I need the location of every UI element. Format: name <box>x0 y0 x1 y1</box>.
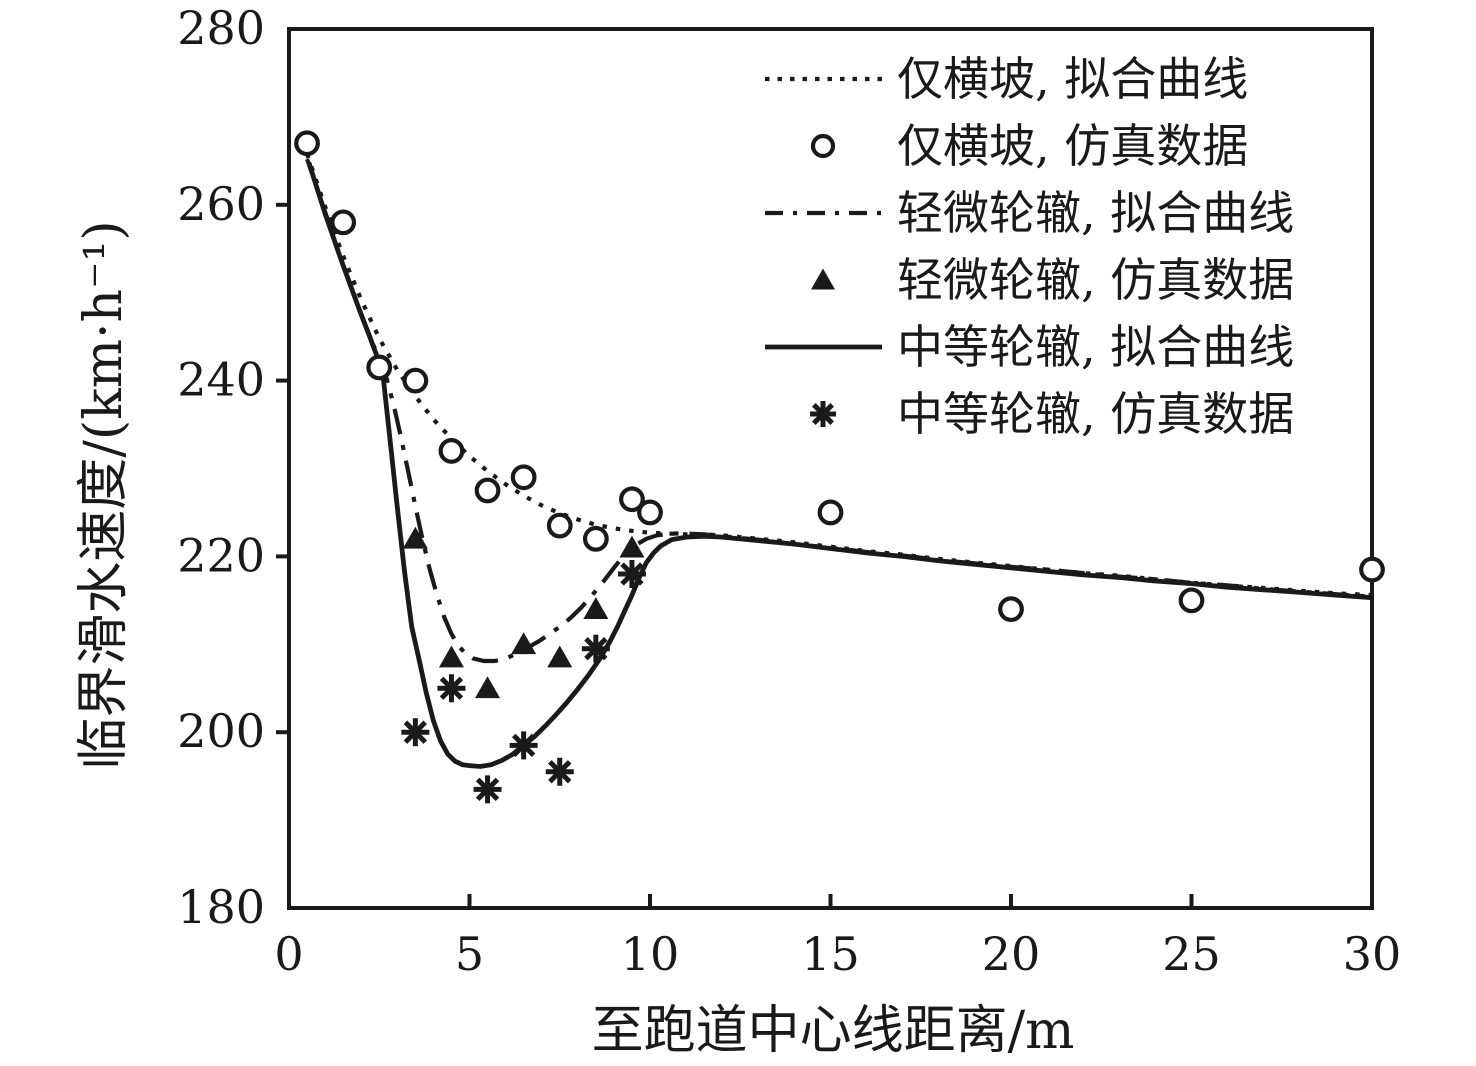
curves-layer <box>305 153 1373 769</box>
x-tick-label: 0 <box>274 927 303 981</box>
circle-marker-icon <box>402 367 429 394</box>
legend-label: 中等轮辙, 拟合曲线 <box>897 320 1294 374</box>
axes-layer <box>276 202 1194 908</box>
triangle-marker-icon <box>511 632 537 655</box>
x-tick-label: 25 <box>1162 927 1221 981</box>
legend-entry-cross-slope-fit: 仅横坡, 拟合曲线 <box>765 52 1248 106</box>
y-tick-label: 280 <box>177 1 265 55</box>
circle-marker-icon <box>438 438 465 464</box>
circle-marker-icon <box>1359 556 1385 583</box>
y-axis-label: 临界滑水速度/(km·h⁻¹) <box>74 220 134 769</box>
legend-label: 轻微轮辙, 拟合曲线 <box>897 186 1294 240</box>
x-tick-label: 20 <box>982 927 1041 981</box>
legend-entry-light-rut-sim: 轻微轮辙, 仿真数据 <box>811 253 1294 307</box>
y-tick-label: 260 <box>177 177 265 231</box>
asterisk-marker-icon <box>473 775 502 804</box>
circle-marker-icon <box>366 354 393 381</box>
circle-marker-icon <box>1178 587 1205 614</box>
legend-entry-light-rut-fit: 轻微轮辙, 拟合曲线 <box>765 186 1294 240</box>
x-tick-label: 10 <box>621 927 680 981</box>
x-tick-label: 5 <box>455 927 484 981</box>
circle-marker-icon <box>294 130 320 157</box>
asterisk-marker-icon <box>581 634 610 663</box>
asterisk-marker-icon <box>401 718 430 747</box>
triangle-marker-icon <box>402 526 428 549</box>
legend-label: 仅横坡, 拟合曲线 <box>897 52 1248 106</box>
circle-marker-icon <box>546 512 573 539</box>
legend-entry-medium-rut-sim: 中等轮辙, 仿真数据 <box>810 387 1294 441</box>
asterisk-marker-icon <box>509 731 538 760</box>
legend-entry-medium-rut-fit: 中等轮辙, 拟合曲线 <box>765 320 1294 374</box>
legend-label: 中等轮辙, 仿真数据 <box>897 387 1294 441</box>
triangle-marker-icon <box>583 597 609 619</box>
x-tick-label: 15 <box>801 927 860 981</box>
circle-marker-icon <box>474 477 501 504</box>
plot-frame <box>287 27 1374 910</box>
legend-label: 仅横坡, 仿真数据 <box>897 119 1248 173</box>
y-tick-label: 240 <box>177 353 265 407</box>
triangle-marker-icon <box>619 535 645 558</box>
circle-marker-icon <box>510 464 537 491</box>
circle-marker-icon <box>330 209 357 236</box>
circle-marker-icon <box>810 133 836 159</box>
series-cross-slope-sim <box>294 130 1385 623</box>
curve-medium-rut-fit <box>306 161 1373 769</box>
x-axis-label: 至跑道中心线距离/m <box>592 1001 1075 1061</box>
circle-marker-icon <box>582 525 609 552</box>
circle-marker-icon <box>637 499 663 526</box>
triangle-marker-icon <box>475 676 501 699</box>
circle-marker-icon <box>998 596 1024 623</box>
circle-marker-icon <box>817 499 844 526</box>
asterisk-marker-icon <box>437 674 466 703</box>
x-tick-label: 30 <box>1343 927 1402 981</box>
triangle-marker-icon <box>547 645 573 668</box>
series-medium-rut-sim <box>401 559 646 804</box>
triangle-marker-icon <box>811 268 835 290</box>
legend-entry-cross-slope-sim: 仅横坡, 仿真数据 <box>810 119 1248 173</box>
circle-marker-icon <box>619 486 645 513</box>
asterisk-marker-icon <box>545 757 574 786</box>
triangle-marker-icon <box>438 645 464 668</box>
markers-layer <box>294 130 1385 804</box>
legend-label: 轻微轮辙, 仿真数据 <box>897 253 1294 307</box>
asterisk-marker-icon <box>810 401 836 427</box>
series-light-rut-sim <box>402 526 645 699</box>
asterisk-marker-icon <box>617 559 646 588</box>
y-tick-label: 220 <box>177 528 265 582</box>
y-tick-label: 180 <box>177 880 265 934</box>
y-tick-label: 200 <box>177 704 265 758</box>
